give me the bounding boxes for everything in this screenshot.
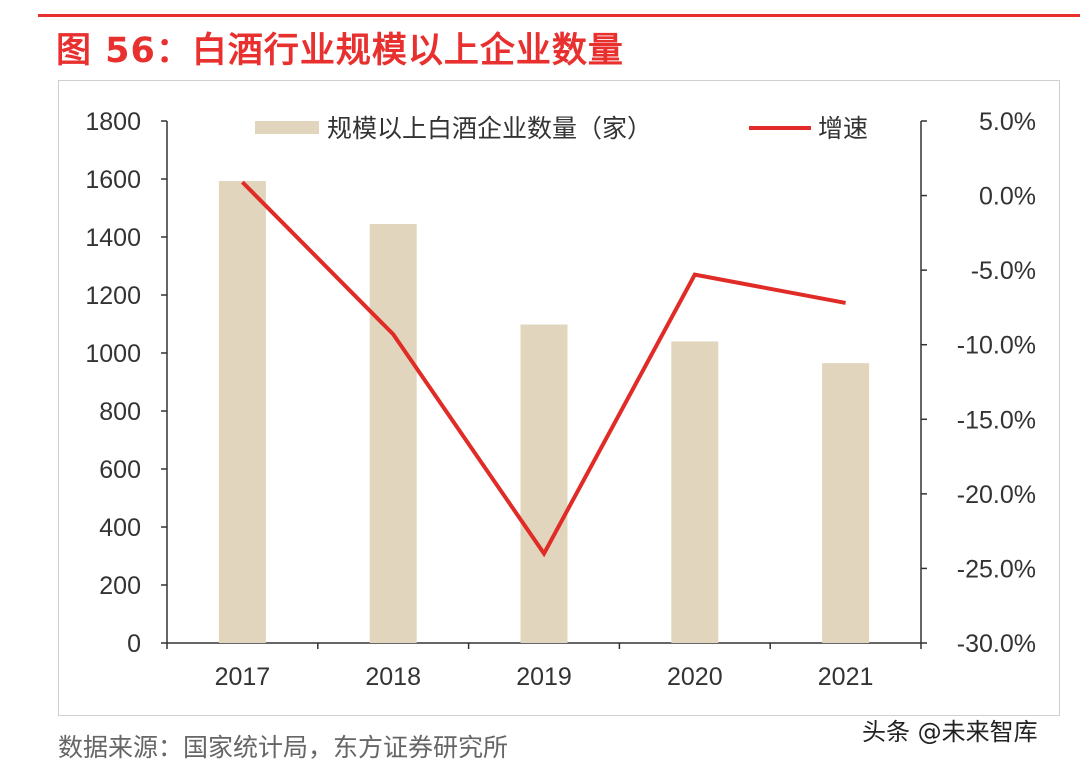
left-axis-tick-label: 1600 xyxy=(85,166,141,194)
top-rule xyxy=(38,14,1080,17)
bar xyxy=(520,324,568,643)
x-axis-tick-label: 2018 xyxy=(365,663,421,691)
combo-chart: 0 200 400 600 800 1000 1200 1400 1600 1800 -30.0% -… xyxy=(85,108,1036,691)
x-axis-tick-label: 2020 xyxy=(667,663,723,691)
x-axis-tick-label: 2019 xyxy=(516,663,572,691)
right-axis-tick-label: -10.0% xyxy=(957,332,1036,360)
figure-title: 图 56：白酒行业规模以上企业数量 xyxy=(56,31,624,71)
left-axis-tick-label: 0 xyxy=(127,630,141,658)
bar xyxy=(671,341,719,643)
legend-label-bars: 规模以上白酒企业数量（家） xyxy=(327,114,652,143)
left-axis-tick-label: 1000 xyxy=(85,340,141,368)
bar xyxy=(369,223,417,643)
right-axis-tick-label: -5.0% xyxy=(971,257,1036,285)
left-axis-tick-label: 1800 xyxy=(85,108,141,136)
right-axis-tick-label: 5.0% xyxy=(979,108,1036,136)
right-axis-tick-label: -25.0% xyxy=(957,555,1036,583)
left-axis-tick-label: 200 xyxy=(99,572,141,600)
right-axis-tick-label: -15.0% xyxy=(957,406,1036,434)
legend-swatch-bars xyxy=(255,121,319,134)
chart-frame: 0 200 400 600 800 1000 1200 1400 1600 1800 -30.0% -… xyxy=(58,80,1060,716)
x-axis-tick-label: 2021 xyxy=(818,663,874,691)
data-source-note: 数据来源：国家统计局，东方证券研究所 xyxy=(58,733,509,762)
right-axis-tick-label: -20.0% xyxy=(957,481,1036,509)
bar xyxy=(218,181,266,643)
left-axis-tick-label: 400 xyxy=(99,514,141,542)
left-axis-tick-label: 1400 xyxy=(85,224,141,252)
right-axis-tick-label: 0.0% xyxy=(979,183,1036,211)
left-axis-tick-label: 600 xyxy=(99,456,141,484)
watermark: 头条 @未来智库 xyxy=(862,718,1038,746)
growth-rate-line xyxy=(240,180,846,558)
right-axis-tick-label: -30.0% xyxy=(957,630,1036,658)
bar xyxy=(822,363,870,643)
left-axis-tick-label: 1200 xyxy=(85,282,141,310)
x-axis-tick-label: 2017 xyxy=(215,663,271,691)
legend-label-line: 增速 xyxy=(818,114,868,143)
left-axis-tick-label: 800 xyxy=(99,398,141,426)
